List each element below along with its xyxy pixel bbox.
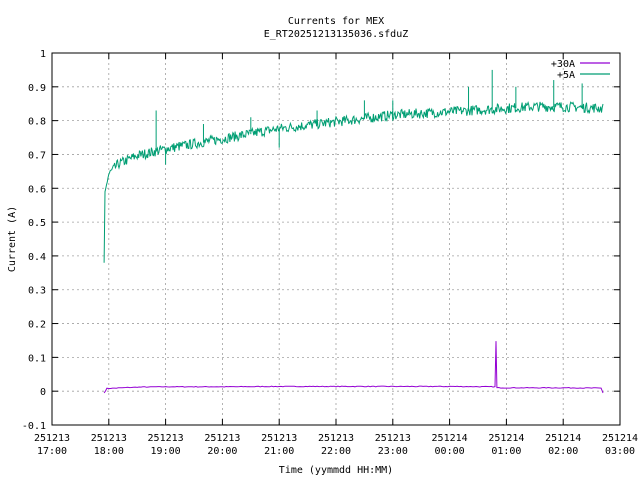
y-tick-label: 0.3 (28, 286, 46, 297)
y-tick-label: -0.1 (22, 421, 46, 432)
y-tick-label: 0.5 (28, 218, 46, 229)
x-tick-date: 251213 (91, 433, 127, 444)
x-tick-date: 251214 (602, 433, 638, 444)
x-tick-time: 01:00 (491, 446, 521, 457)
x-tick-date: 251214 (545, 433, 581, 444)
x-tick-date: 251213 (204, 433, 240, 444)
ticks: -0.1 0 0.1 0.2 0.3 0.4 0.5 0.6 0.7 0.8 0.9 1 251213 1… (22, 49, 638, 457)
x-tick-time: 23:00 (378, 446, 408, 457)
y-tick-label: 0.1 (28, 353, 46, 364)
x-tick-date: 251213 (148, 433, 184, 444)
x-axis-label: Time (yymmdd HH:MM) (279, 465, 393, 476)
x-tick-date: 251213 (375, 433, 411, 444)
legend-label: +5A (557, 70, 575, 81)
series-line (103, 341, 604, 394)
x-tick-date: 251214 (432, 433, 468, 444)
y-tick-label: 1 (40, 49, 46, 60)
y-tick-label: 0.2 (28, 320, 46, 331)
x-tick-time: 20:00 (207, 446, 237, 457)
x-tick-time: 21:00 (264, 446, 294, 457)
x-tick-time: 00:00 (435, 446, 465, 457)
y-tick-label: 0.8 (28, 117, 46, 128)
chart-subtitle: E_RT20251213135036.sfduZ (264, 29, 409, 40)
series-line (103, 100, 604, 263)
x-tick-date: 251214 (488, 433, 524, 444)
x-tick-date: 251213 (34, 433, 70, 444)
y-tick-label: 0.7 (28, 150, 46, 161)
chart-title: Currents for MEX (288, 16, 384, 27)
y-tick-label: 0.6 (28, 184, 46, 195)
x-tick-time: 02:00 (548, 446, 578, 457)
x-tick-time: 18:00 (94, 446, 124, 457)
series-layer (103, 69, 604, 394)
x-tick-time: 19:00 (151, 446, 181, 457)
x-tick-time: 22:00 (321, 446, 351, 457)
legend-label: +30A (551, 59, 575, 70)
x-tick-time: 17:00 (37, 446, 67, 457)
y-axis-label: Current (A) (7, 206, 18, 272)
x-tick-date: 251213 (261, 433, 297, 444)
y-tick-label: 0 (40, 387, 46, 398)
x-tick-time: 03:00 (605, 446, 635, 457)
x-tick-date: 251213 (318, 433, 354, 444)
legend: +30A+5A (551, 59, 610, 81)
y-tick-label: 0.9 (28, 83, 46, 94)
y-tick-label: 0.4 (28, 252, 46, 263)
